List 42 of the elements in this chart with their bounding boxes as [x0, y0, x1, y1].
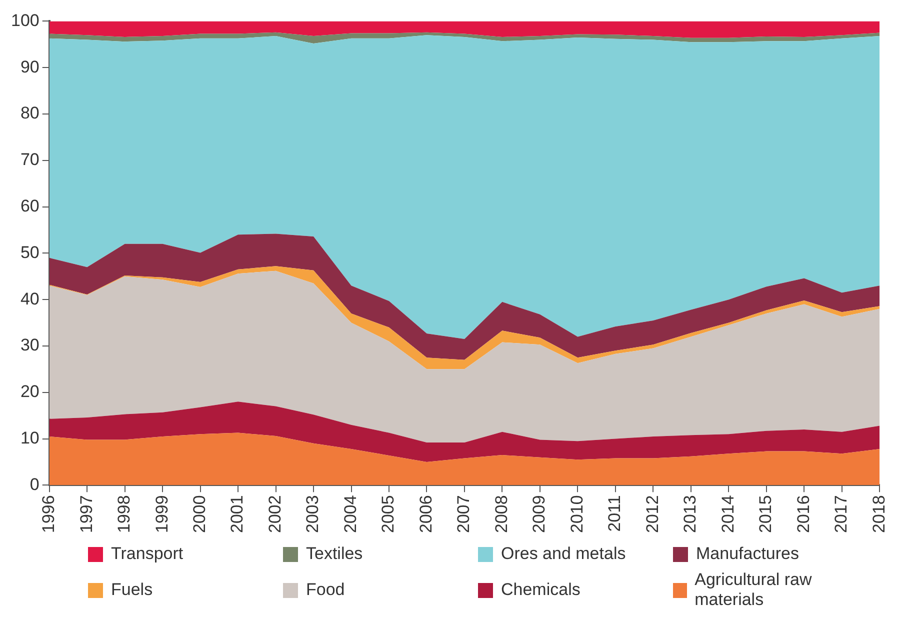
y-tick-label: 90: [20, 57, 40, 76]
y-tick-label: 70: [20, 150, 40, 170]
x-tick-label: 2012: [642, 495, 662, 534]
y-tick-label: 30: [20, 336, 40, 355]
legend-label: Chemicals: [501, 580, 580, 600]
x-tick-label: 2016: [794, 495, 813, 534]
x-tick-label: 2005: [378, 495, 398, 534]
x-tick-label: 2015: [756, 495, 776, 534]
y-tick-label: 0: [30, 474, 40, 494]
x-tick-label: 2001: [228, 495, 247, 534]
y-tick-label: 20: [20, 382, 40, 402]
x-tick-label: 1996: [39, 495, 58, 534]
y-tick-label: 100: [10, 10, 40, 30]
legend-label: Fuels: [111, 580, 153, 600]
x-tick-label: 2003: [303, 495, 322, 534]
x-tick-label: 2004: [340, 495, 360, 534]
x-tick-label: 2017: [832, 495, 851, 534]
x-tick-label: 2008: [492, 495, 511, 534]
x-tick-label: 1999: [152, 495, 172, 534]
x-tick-label: 2006: [416, 495, 436, 534]
x-tick-label: 2018: [869, 495, 888, 534]
legend-label: Textiles: [306, 544, 363, 564]
y-tick-label: 50: [20, 242, 40, 262]
x-tick-label: 2014: [718, 495, 738, 534]
legend-label: Ores and metals: [501, 544, 626, 564]
y-tick-label: 10: [20, 428, 40, 448]
x-tick-label: 1997: [76, 495, 96, 534]
y-tick-label: 80: [20, 104, 40, 123]
legend-label: Agricultural raw materials: [694, 570, 813, 610]
x-tick-label: 2000: [190, 495, 210, 534]
legend-label: Manufactures: [696, 544, 799, 564]
x-tick-label: 2007: [454, 495, 474, 534]
x-tick-label: 2013: [680, 495, 700, 534]
x-tick-label: 2009: [530, 495, 549, 534]
y-tick-label: 60: [20, 196, 40, 216]
x-tick-label: 2010: [567, 495, 586, 534]
x-tick-label: 2002: [265, 495, 284, 534]
x-tick-label: 2011: [605, 495, 624, 532]
y-tick-label: 40: [20, 289, 40, 308]
x-tick-label: 1998: [114, 495, 134, 534]
legend-label: Food: [306, 580, 345, 600]
legend-label: Transport: [111, 544, 184, 564]
